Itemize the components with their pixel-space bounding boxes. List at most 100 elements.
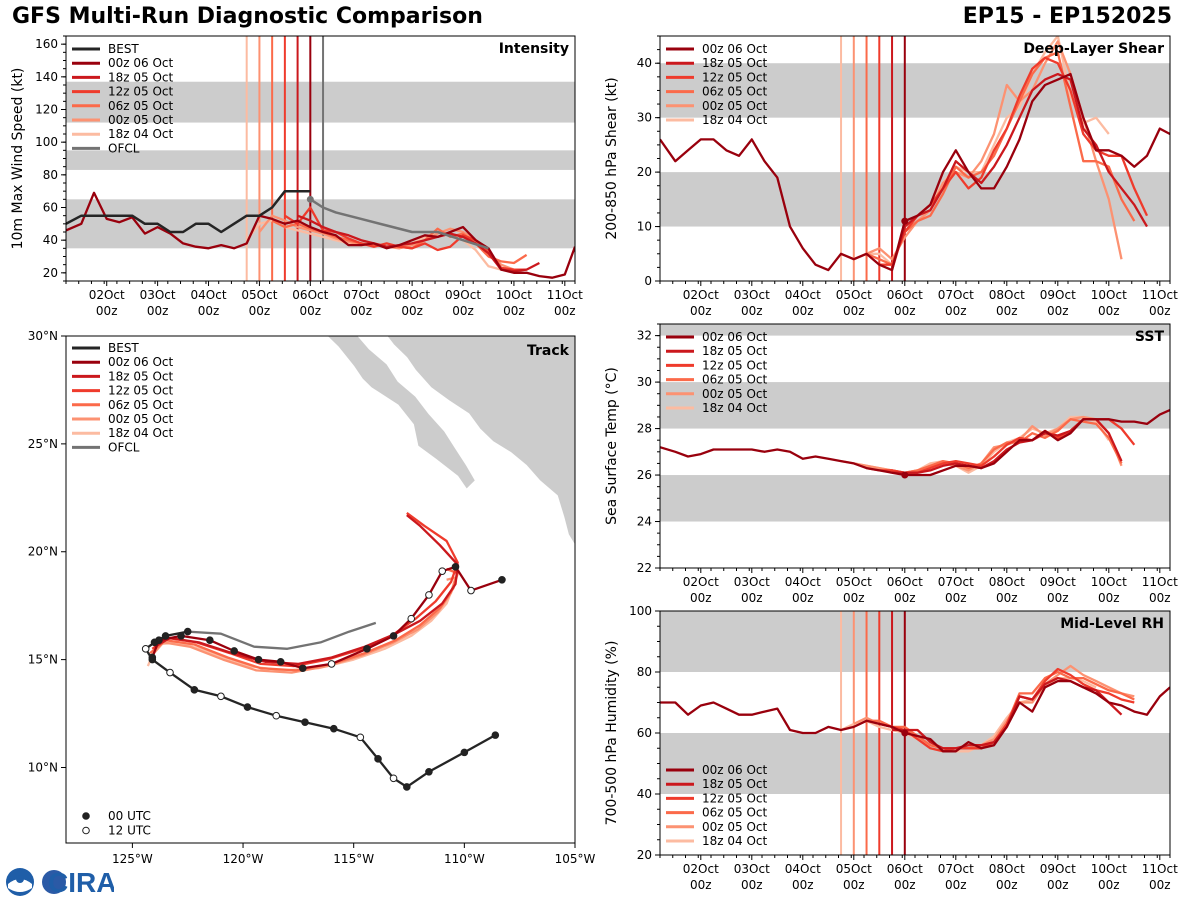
legend-label: 00z 06 Oct <box>108 56 174 70</box>
legend-label: 12z 05 Oct <box>108 85 174 99</box>
y-tick-label: 24 <box>637 515 652 529</box>
legend-label: OFCL <box>108 440 140 454</box>
track-point-00utc <box>460 748 469 757</box>
x-tick-hour: 00z <box>894 878 916 892</box>
panel-shear: 0 10 20 30 40 02Oct 00z 03Oct 00z 04Oct 00z 05Oct 00… <box>604 35 1178 318</box>
track-r18z05 <box>153 514 459 666</box>
map-area <box>141 336 575 791</box>
lon-tick-label: 115°W <box>333 852 374 866</box>
x-tick-hour: 00z <box>741 591 763 605</box>
lat-tick-label: 10°N <box>28 760 58 774</box>
x-tick-day: 11Oct <box>547 288 583 302</box>
x-tick-day: 05Oct <box>836 862 872 876</box>
legend-label: 18z 04 Oct <box>702 113 768 127</box>
x-tick-day: 10Oct <box>1091 575 1127 589</box>
x-tick-hour: 00z <box>300 304 322 318</box>
x-tick-hour: 00z <box>843 878 865 892</box>
x-tick-day: 04Oct <box>785 862 821 876</box>
track-point-00utc <box>301 718 309 726</box>
x-tick-hour: 00z <box>741 304 763 318</box>
shaded-band <box>660 475 1170 522</box>
x-tick-hour: 00z <box>1047 591 1069 605</box>
x-tick-hour: 00z <box>198 304 220 318</box>
legend-label: BEST <box>108 341 139 355</box>
x-tick-hour: 00z <box>401 304 423 318</box>
x-tick-hour: 00z <box>350 304 372 318</box>
shaded-band <box>660 611 1170 672</box>
y-tick-label: 20 <box>637 848 652 862</box>
x-tick-hour: 00z <box>1098 878 1120 892</box>
x-tick-day: 04Oct <box>785 575 821 589</box>
x-tick-day: 03Oct <box>734 862 770 876</box>
x-tick-hour: 00z <box>249 304 271 318</box>
y-tick-label: 26 <box>637 468 652 482</box>
y-tick-label: 0 <box>644 274 652 288</box>
legend-label: 00z 05 Oct <box>702 99 768 113</box>
x-tick-hour: 00z <box>996 591 1018 605</box>
best-marker <box>306 195 314 203</box>
legend-label: 06z 05 Oct <box>108 99 174 113</box>
best-marker <box>901 729 909 737</box>
track-point-12utc <box>327 660 336 668</box>
lat-tick-label: 15°N <box>28 653 58 667</box>
x-tick-day: 08Oct <box>989 862 1025 876</box>
x-tick-day: 02Oct <box>683 575 719 589</box>
track-point-00utc <box>148 655 157 664</box>
legend-label: 06z 05 Oct <box>702 373 768 387</box>
x-tick-hour: 00z <box>741 878 763 892</box>
x-tick-day: 08Oct <box>989 288 1025 302</box>
legend-label: 00z 06 Oct <box>702 763 768 777</box>
y-tick-label: 100 <box>629 604 652 618</box>
x-tick-hour: 00z <box>1149 591 1171 605</box>
y-tick-label: 20 <box>637 165 652 179</box>
x-tick-day: 11Oct <box>1142 862 1178 876</box>
panel-track: 125°W 120°W 115°W 110°W 105°W 10°N 15°N 20°N 25°… <box>28 329 596 866</box>
x-tick-day: 05Oct <box>836 288 872 302</box>
x-tick-day: 09Oct <box>1040 288 1076 302</box>
series-line-r18z05 <box>890 72 1148 271</box>
x-tick-hour: 00z <box>996 878 1018 892</box>
track-point-00utc <box>254 655 263 664</box>
y-axis-label: 10m Max Wind Speed (kt) <box>10 68 26 250</box>
track-point-12utc <box>467 586 475 595</box>
x-tick-hour: 00z <box>1098 304 1120 318</box>
y-tick-label: 10 <box>637 220 652 234</box>
x-tick-day: 07Oct <box>343 288 379 302</box>
x-tick-hour: 00z <box>894 591 916 605</box>
track-point-00utc <box>206 636 214 645</box>
panel-title: Track <box>527 343 570 359</box>
y-tick-label: 28 <box>637 422 652 436</box>
map-frame <box>65 335 576 844</box>
track-point-12utc <box>272 711 281 720</box>
x-tick-day: 04Oct <box>785 288 821 302</box>
plot-area <box>660 324 1170 522</box>
y-axis-label: Sea Surface Temp (°C) <box>604 367 620 525</box>
legend-label: OFCL <box>108 141 140 155</box>
y-tick-label: 32 <box>637 329 652 343</box>
track-point-12utc <box>389 774 398 783</box>
x-tick-hour: 00z <box>452 304 474 318</box>
x-tick-hour: 00z <box>843 591 865 605</box>
legend-marker-12utc <box>82 826 90 835</box>
x-tick-day: 07Oct <box>938 575 974 589</box>
lon-tick-label: 120°W <box>223 852 264 866</box>
shaded-band <box>66 150 575 170</box>
x-tick-day: 07Oct <box>938 288 974 302</box>
legend-marker-00utc <box>82 812 90 820</box>
track-point-00utc <box>276 657 285 666</box>
x-tick-hour: 00z <box>690 878 712 892</box>
x-tick-day: 03Oct <box>140 288 176 302</box>
panel-title: Deep-Layer Shear <box>1023 41 1164 57</box>
y-tick-label: 30 <box>637 375 652 389</box>
track-point-00utc <box>403 783 411 791</box>
x-tick-hour: 00z <box>503 304 525 318</box>
legend-label: 00z 06 Oct <box>702 42 768 56</box>
series-line-r00z06 <box>660 72 1170 272</box>
panel-title: SST <box>1135 329 1165 345</box>
track-point-00utc <box>451 563 460 571</box>
series-line-r00z06 <box>660 679 1170 753</box>
series-line-r00z06 <box>660 408 1170 477</box>
x-tick-hour: 00z <box>1098 591 1120 605</box>
x-tick-hour: 00z <box>792 878 814 892</box>
legend-label: 00z 06 Oct <box>108 355 174 369</box>
